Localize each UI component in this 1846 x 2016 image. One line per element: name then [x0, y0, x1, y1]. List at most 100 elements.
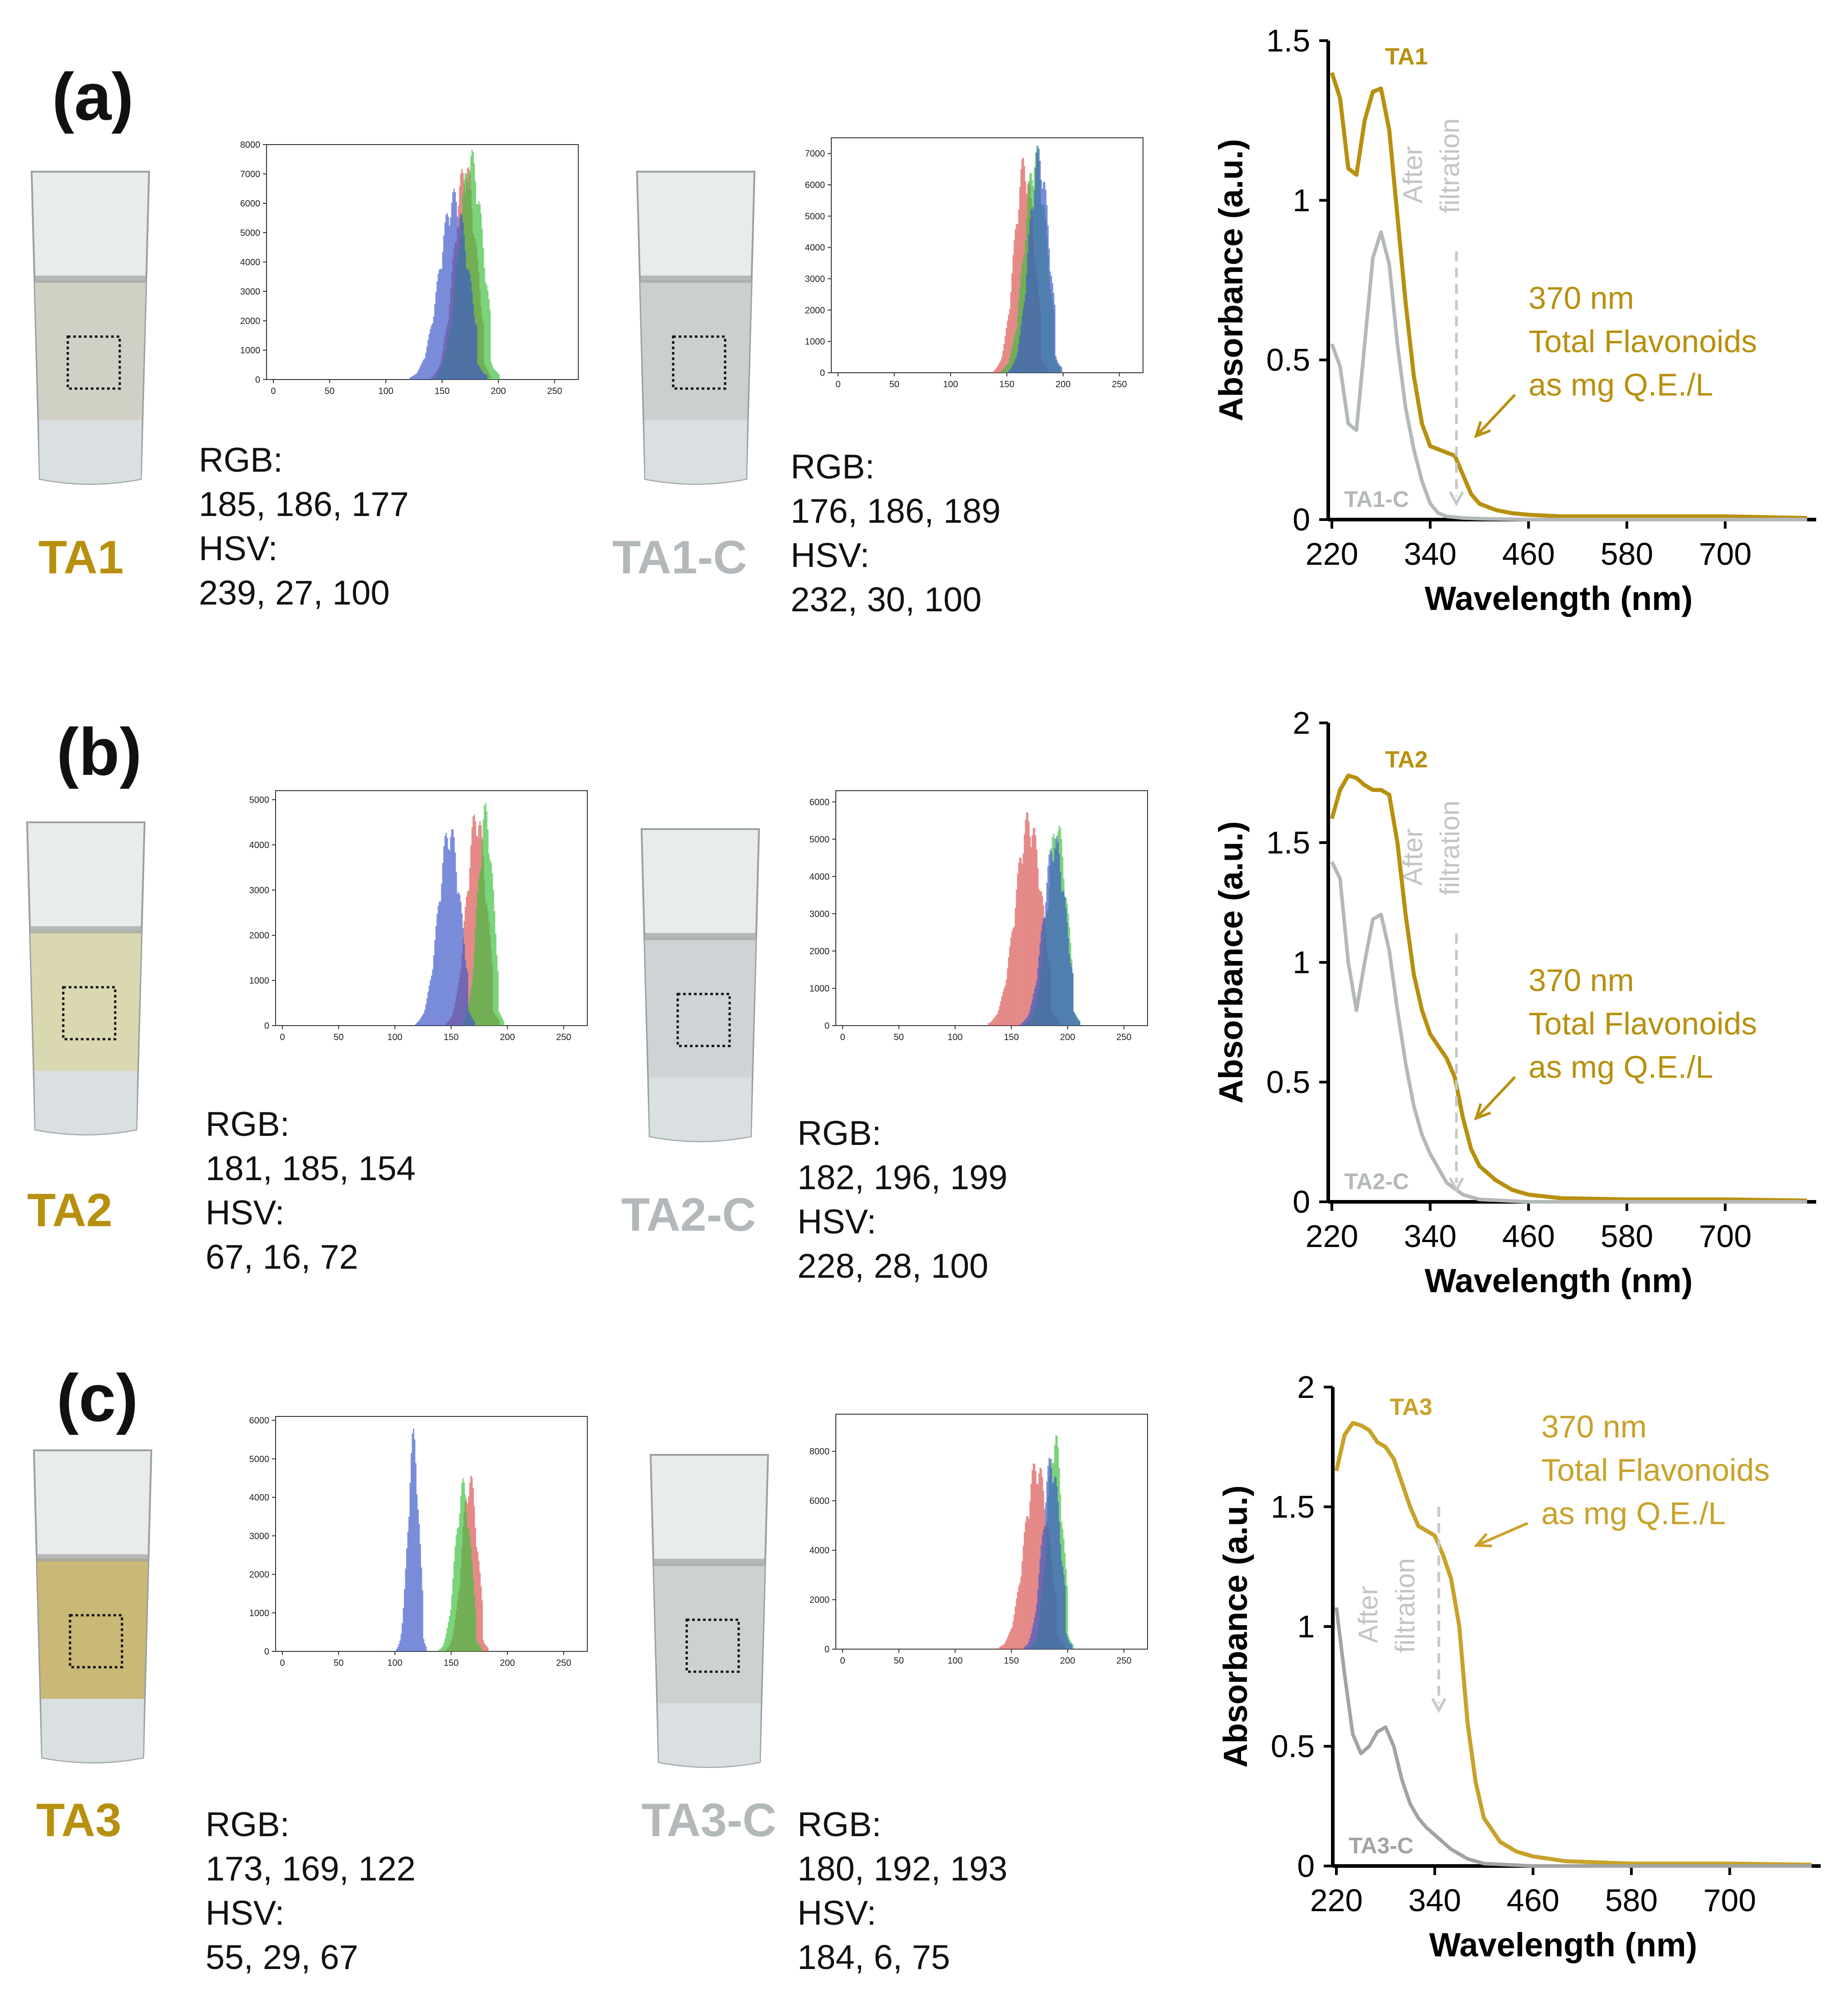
- hist-y-tick-label: 4000: [249, 840, 270, 850]
- hist-bar-blue: [412, 376, 413, 380]
- hist-x-tick-label: 200: [500, 1658, 515, 1668]
- color-values-ta1-c: RGB: 176, 186, 189 HSV: 232, 30, 100: [791, 445, 1001, 622]
- hist-bar-blue: [442, 863, 444, 1026]
- hist-bar-blue: [453, 188, 455, 380]
- hist-bar-red: [995, 1015, 997, 1026]
- sample-glass-ta3: [33, 1449, 153, 1763]
- color-values-ta1: RGB: 185, 186, 177 HSV: 239, 27, 100: [199, 438, 409, 615]
- hist-bar-blue: [1038, 1574, 1040, 1649]
- hist-bar-green: [460, 1495, 462, 1651]
- hist-bar-green: [458, 1527, 459, 1651]
- hist-bar-blue: [1050, 271, 1051, 373]
- hist-bar-red: [483, 1640, 484, 1651]
- hist-bar-blue: [418, 1020, 420, 1026]
- hist-bar-blue: [1061, 891, 1063, 1026]
- hsv-value: 184, 6, 75: [797, 1938, 951, 1977]
- hist-bar-red: [470, 845, 472, 1026]
- hist-bar-blue: [422, 361, 423, 380]
- liquid-meniscus: [654, 1559, 765, 1566]
- x-tick-label: 220: [1306, 536, 1359, 572]
- hist-bar-blue: [1041, 1535, 1043, 1649]
- control-glass-ta1-c: [636, 171, 756, 485]
- hist-bar-green: [1016, 328, 1017, 373]
- hist-bar-green: [1010, 353, 1012, 373]
- hist-bar-red: [1009, 309, 1011, 373]
- hist-bar-blue: [1008, 370, 1010, 373]
- hist-bar-blue: [412, 1429, 414, 1651]
- series-line-ta2: [1330, 774, 1808, 1203]
- hist-x-tick-label: 150: [1004, 1656, 1019, 1666]
- series-label-control: TA3-C: [1349, 1833, 1414, 1858]
- hist-bar-red: [1004, 1642, 1006, 1649]
- hist-bar-green: [492, 368, 494, 380]
- liquid-meniscus: [645, 933, 756, 940]
- hist-bar-blue: [1054, 848, 1056, 1026]
- hist-bar-red: [1027, 1516, 1029, 1649]
- panel-c: (c) 0 1000 2000 3000 4000 5000 6000 0 50 100 150 20…: [0, 1342, 1846, 2016]
- hist-bar-green: [468, 1529, 470, 1651]
- hist-x-tick-label: 250: [547, 386, 562, 396]
- hist-bar-green: [495, 933, 497, 1026]
- hist-bar-red: [1004, 985, 1006, 1026]
- hist-bar-red: [990, 1022, 992, 1026]
- x-axis-label: Wavelength (nm): [1424, 1262, 1692, 1299]
- hist-bar-red: [473, 1505, 475, 1651]
- hist-bar-red: [1030, 1484, 1032, 1649]
- hsv-value: 55, 29, 67: [206, 1938, 359, 1977]
- hist-bar-blue: [403, 1608, 404, 1651]
- roi-box: [672, 335, 726, 390]
- hist-bar-blue: [1063, 1575, 1065, 1649]
- hist-bar-blue: [449, 225, 450, 380]
- control-label-ta1-c: TA1-C: [612, 531, 747, 584]
- hist-bar-blue: [409, 1482, 411, 1651]
- hist-bar-blue: [1070, 963, 1072, 1026]
- hist-bar-blue: [473, 316, 475, 380]
- hist-bar-blue: [444, 222, 446, 380]
- hist-bar-blue: [459, 218, 461, 380]
- hist-bar-red: [998, 364, 999, 373]
- hist-bar-green: [471, 981, 473, 1026]
- hist-y-tick-label: 1000: [249, 976, 270, 986]
- hist-x-tick-label: 200: [1060, 1656, 1075, 1666]
- hist-bar-green: [452, 1578, 454, 1651]
- hist-bar-green: [444, 1639, 446, 1651]
- hist-bar-red: [1035, 1471, 1036, 1649]
- hist-bar-green: [483, 819, 484, 1026]
- hist-bar-blue: [1062, 891, 1064, 1026]
- hist-bar-blue: [423, 1639, 425, 1651]
- hist-bar-green: [1012, 342, 1014, 373]
- hist-bar-blue: [402, 1623, 403, 1651]
- hist-bar-red: [999, 1006, 1001, 1026]
- hist-bar-green: [1066, 1586, 1068, 1649]
- hist-bar-blue: [1045, 190, 1047, 373]
- hist-bar-green: [477, 1642, 478, 1651]
- hist-bar-blue: [1030, 210, 1032, 373]
- annotation-flavonoids: Total Flavonoids: [1528, 324, 1757, 359]
- hist-bar-red: [474, 821, 476, 1026]
- hist-bar-red: [486, 1646, 487, 1651]
- hist-bar-blue: [1035, 985, 1036, 1026]
- hist-bar-blue: [439, 901, 440, 1026]
- hist-bar-blue: [468, 1011, 470, 1026]
- hist-bar-green: [479, 204, 481, 380]
- hist-y-tick-label: 2000: [805, 305, 825, 315]
- hist-bar-red: [1018, 209, 1020, 373]
- hist-bar-red: [1009, 946, 1011, 1026]
- hist-bar-green: [454, 1546, 456, 1651]
- hist-bar-blue: [1059, 366, 1061, 373]
- hsv-title: HSV:: [199, 530, 278, 568]
- hist-bar-green: [446, 1628, 448, 1651]
- hist-y-tick-label: 1000: [249, 1608, 270, 1618]
- hist-bar-blue: [458, 892, 459, 1026]
- hist-bar-blue: [421, 364, 422, 380]
- hist-bar-green: [490, 863, 492, 1026]
- sample-glass-ta1: [30, 171, 150, 485]
- hist-bar-red: [467, 891, 469, 1026]
- hist-x-tick-label: 0: [271, 386, 276, 396]
- hist-bar-blue: [1070, 1643, 1072, 1649]
- hist-x-tick-label: 150: [444, 1032, 459, 1042]
- hist-bar-blue: [1023, 1647, 1026, 1649]
- y-tick-label: 1.5: [1271, 1489, 1315, 1524]
- hist-bar-red: [1039, 1467, 1041, 1649]
- hist-bar-green: [485, 282, 487, 380]
